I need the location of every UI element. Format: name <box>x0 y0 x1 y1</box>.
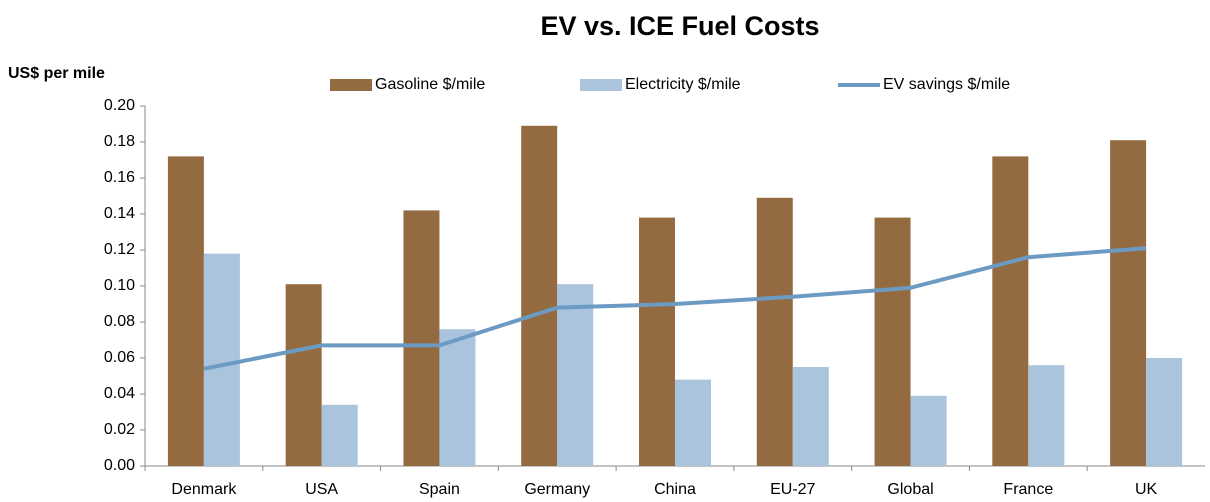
x-tick-label: France <box>1003 481 1053 498</box>
bar <box>756 197 793 467</box>
legend-swatch <box>330 79 372 91</box>
legend-swatch <box>580 79 622 91</box>
x-tick-label: Spain <box>419 481 460 498</box>
bar <box>675 379 711 466</box>
y-tick-label: 0.08 <box>104 313 135 330</box>
y-tick-label: 0.20 <box>104 97 135 114</box>
y-tick-label: 0.18 <box>104 133 135 150</box>
y-tick-label: 0.16 <box>104 169 135 186</box>
x-tick-label: Denmark <box>171 481 237 498</box>
legend-label: EV savings $/mile <box>883 76 1010 93</box>
x-tick-label: USA <box>305 481 338 498</box>
bar <box>639 217 675 466</box>
y-tick-label: 0.04 <box>104 385 135 402</box>
bar <box>557 284 594 466</box>
x-tick-label: Global <box>887 481 933 498</box>
y-tick-label: 0.00 <box>104 457 135 474</box>
bar <box>910 395 947 466</box>
y-axis-label: US$ per mile <box>8 65 105 82</box>
legend-label: Electricity $/mile <box>625 76 741 93</box>
bar <box>439 329 476 466</box>
x-tick-label: EU-27 <box>770 481 815 498</box>
y-tick-label: 0.02 <box>104 421 135 438</box>
legend-label: Gasoline $/mile <box>375 76 485 93</box>
chart-title: EV vs. ICE Fuel Costs <box>540 11 819 41</box>
x-tick-label: UK <box>1135 481 1158 498</box>
bar <box>285 284 322 466</box>
y-tick-label: 0.10 <box>104 277 135 294</box>
line-series <box>203 246 1147 371</box>
bar <box>403 210 440 466</box>
bar <box>1028 365 1065 466</box>
bar <box>1110 140 1147 466</box>
y-tick-label: 0.06 <box>104 349 135 366</box>
bar <box>1146 358 1183 466</box>
x-tick-label: Germany <box>524 481 590 498</box>
bar <box>992 156 1029 466</box>
y-tick-label: 0.12 <box>104 241 135 258</box>
x-tick-label: China <box>654 481 696 498</box>
bar <box>874 217 911 466</box>
bar <box>203 253 240 466</box>
bar <box>167 156 204 466</box>
y-tick-label: 0.14 <box>104 205 135 222</box>
bar <box>792 367 829 466</box>
bar <box>321 404 358 466</box>
bar <box>521 125 558 467</box>
